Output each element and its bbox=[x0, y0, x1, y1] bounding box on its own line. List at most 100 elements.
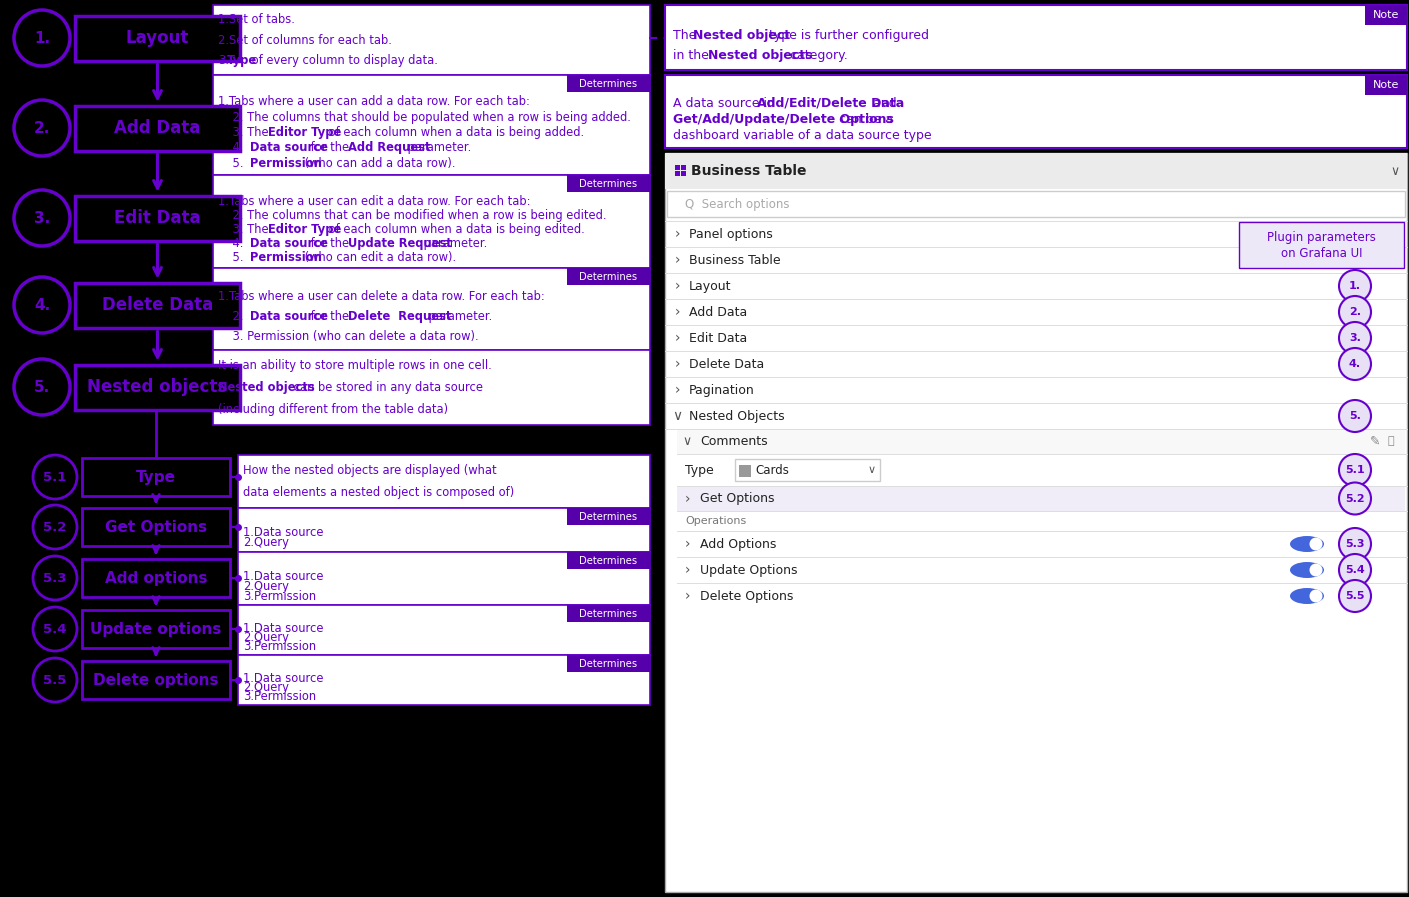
FancyBboxPatch shape bbox=[566, 508, 650, 525]
Text: Business Table: Business Table bbox=[690, 164, 806, 178]
Circle shape bbox=[14, 100, 70, 156]
Ellipse shape bbox=[1291, 536, 1324, 552]
Text: 4.: 4. bbox=[218, 237, 247, 249]
FancyBboxPatch shape bbox=[75, 15, 240, 60]
Circle shape bbox=[1339, 554, 1371, 586]
Text: Panel options: Panel options bbox=[689, 228, 772, 240]
Circle shape bbox=[1339, 483, 1371, 515]
Text: It is an ability to store multiple rows in one cell.: It is an ability to store multiple rows … bbox=[218, 359, 492, 371]
Text: 5.4: 5.4 bbox=[1346, 565, 1365, 575]
Text: 2.: 2. bbox=[1348, 307, 1361, 317]
FancyBboxPatch shape bbox=[681, 171, 686, 176]
FancyBboxPatch shape bbox=[238, 655, 650, 705]
Text: Determines: Determines bbox=[579, 555, 637, 565]
Circle shape bbox=[32, 556, 77, 600]
Text: Add Data: Add Data bbox=[689, 306, 747, 318]
Text: 5.2: 5.2 bbox=[44, 520, 66, 534]
Text: 3. The: 3. The bbox=[218, 126, 272, 139]
Circle shape bbox=[1339, 454, 1371, 486]
FancyBboxPatch shape bbox=[735, 459, 881, 481]
Text: ›: › bbox=[675, 305, 679, 319]
Text: ›: › bbox=[675, 383, 679, 397]
Circle shape bbox=[1339, 348, 1371, 380]
Text: ∨: ∨ bbox=[682, 435, 692, 448]
Text: Operations: Operations bbox=[685, 516, 747, 526]
FancyBboxPatch shape bbox=[566, 655, 650, 672]
Text: Get Options: Get Options bbox=[104, 519, 207, 535]
FancyBboxPatch shape bbox=[1239, 222, 1403, 268]
FancyBboxPatch shape bbox=[238, 508, 650, 552]
Text: ∨: ∨ bbox=[672, 409, 682, 423]
Text: of each column when a data is being edited.: of each column when a data is being edit… bbox=[325, 222, 585, 236]
Text: 2.Query: 2.Query bbox=[242, 631, 289, 644]
Text: 3.Permission: 3.Permission bbox=[242, 589, 316, 603]
Text: Permission: Permission bbox=[249, 157, 321, 170]
Text: for the: for the bbox=[307, 310, 352, 323]
Text: 5.1: 5.1 bbox=[1346, 465, 1365, 475]
Text: 3. Permission (who can delete a data row).: 3. Permission (who can delete a data row… bbox=[218, 330, 479, 343]
Text: in the: in the bbox=[674, 49, 713, 62]
Text: ›: › bbox=[675, 357, 679, 371]
Text: 1.Data source: 1.Data source bbox=[242, 622, 324, 635]
FancyBboxPatch shape bbox=[665, 153, 1408, 892]
Text: of each column when a data is being added.: of each column when a data is being adde… bbox=[325, 126, 583, 139]
Text: 3.Permission: 3.Permission bbox=[242, 640, 316, 653]
Circle shape bbox=[14, 190, 70, 246]
Circle shape bbox=[1309, 589, 1323, 603]
Text: 1.: 1. bbox=[1348, 281, 1361, 291]
Text: 1.Tabs where a user can add a data row. For each tab:: 1.Tabs where a user can add a data row. … bbox=[218, 95, 530, 109]
Text: 2.Query: 2.Query bbox=[242, 579, 289, 593]
Text: (who can edit a data row).: (who can edit a data row). bbox=[302, 250, 457, 264]
Ellipse shape bbox=[1291, 588, 1324, 604]
Text: Add/Edit/Delete Data: Add/Edit/Delete Data bbox=[757, 97, 905, 109]
Text: Business Table: Business Table bbox=[689, 254, 781, 266]
FancyBboxPatch shape bbox=[213, 5, 650, 75]
Text: Note: Note bbox=[1372, 10, 1399, 20]
FancyBboxPatch shape bbox=[665, 153, 1408, 189]
Text: Update Options: Update Options bbox=[700, 563, 797, 577]
FancyBboxPatch shape bbox=[82, 610, 230, 648]
Text: for the: for the bbox=[307, 237, 352, 249]
Text: 5.5: 5.5 bbox=[44, 674, 66, 686]
FancyBboxPatch shape bbox=[75, 364, 240, 410]
Text: ›: › bbox=[685, 563, 690, 577]
Text: 2. The columns that should be populated when a row is being added.: 2. The columns that should be populated … bbox=[218, 110, 631, 124]
Text: 1.: 1. bbox=[34, 30, 51, 46]
FancyBboxPatch shape bbox=[566, 552, 650, 569]
Text: Nested objects: Nested objects bbox=[218, 381, 314, 394]
Text: parameter.: parameter. bbox=[420, 237, 488, 249]
Text: 3.Permission: 3.Permission bbox=[242, 690, 316, 703]
Circle shape bbox=[1339, 322, 1371, 354]
Text: 2.: 2. bbox=[218, 310, 247, 323]
Circle shape bbox=[1309, 563, 1323, 577]
FancyBboxPatch shape bbox=[213, 268, 650, 350]
Text: 3.: 3. bbox=[218, 54, 230, 67]
Text: Editor Type: Editor Type bbox=[268, 126, 341, 139]
Text: Update Request: Update Request bbox=[348, 237, 451, 249]
Text: Add Data: Add Data bbox=[114, 119, 200, 137]
Text: 1.Tabs where a user can edit a data row. For each tab:: 1.Tabs where a user can edit a data row.… bbox=[218, 195, 531, 207]
Text: 1.Data source: 1.Data source bbox=[242, 526, 324, 539]
FancyBboxPatch shape bbox=[82, 458, 230, 496]
Text: 3.: 3. bbox=[34, 211, 51, 225]
Circle shape bbox=[1339, 400, 1371, 432]
Text: data elements a nested object is composed of): data elements a nested object is compose… bbox=[242, 486, 514, 500]
FancyBboxPatch shape bbox=[566, 175, 650, 192]
FancyBboxPatch shape bbox=[675, 171, 681, 176]
FancyBboxPatch shape bbox=[82, 661, 230, 699]
Text: ›: › bbox=[685, 537, 690, 551]
FancyBboxPatch shape bbox=[75, 196, 240, 240]
FancyBboxPatch shape bbox=[676, 429, 1405, 454]
Circle shape bbox=[1339, 296, 1371, 328]
Text: Delete  Request: Delete Request bbox=[348, 310, 451, 323]
Text: ∨: ∨ bbox=[1391, 164, 1399, 178]
Text: Q  Search options: Q Search options bbox=[685, 197, 789, 211]
Text: ✎: ✎ bbox=[1370, 435, 1381, 448]
FancyBboxPatch shape bbox=[666, 191, 1405, 217]
Text: dashboard variable of a data source type: dashboard variable of a data source type bbox=[674, 129, 931, 143]
Text: 5.3: 5.3 bbox=[44, 571, 66, 585]
Text: 2.Query: 2.Query bbox=[242, 536, 289, 549]
Text: of every column to display data.: of every column to display data. bbox=[248, 54, 438, 67]
Text: Data source: Data source bbox=[249, 142, 328, 154]
Text: 2.Query: 2.Query bbox=[242, 681, 289, 694]
